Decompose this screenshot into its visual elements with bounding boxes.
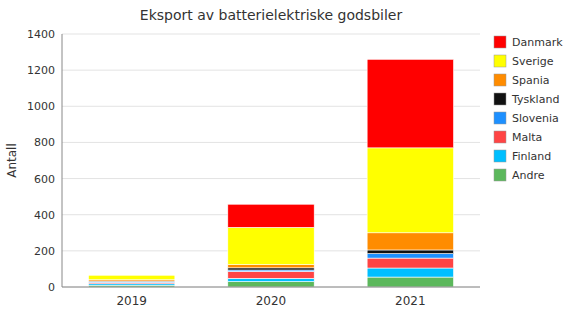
legend-swatch	[494, 93, 506, 105]
y-axis-line	[62, 34, 63, 287]
bar-segment	[88, 281, 174, 283]
legend-swatch	[494, 169, 506, 181]
grid-line	[62, 287, 480, 288]
bar-segment	[88, 281, 174, 283]
legend-swatch	[494, 55, 506, 67]
legend-label: Finland	[512, 150, 551, 163]
bar-segment	[228, 278, 314, 281]
legend-label: Danmark	[512, 36, 563, 49]
legend-label: Malta	[512, 131, 542, 144]
y-tick-label: 1400	[27, 28, 55, 41]
title: Eksport av batterielektriske godsbiler	[140, 7, 403, 23]
chart: Eksport av batterielektriske godsbiler An…	[0, 0, 580, 317]
bar-segment	[228, 204, 314, 227]
grid-line	[62, 34, 480, 35]
bar-segment	[367, 233, 453, 250]
y-tick-label: 1000	[27, 100, 55, 113]
y-tick-label: 0	[48, 281, 55, 294]
bar-segment	[367, 250, 453, 254]
y-tick-label: 200	[34, 245, 55, 258]
bar-segment	[367, 277, 453, 287]
y-tick-label: 1200	[27, 64, 55, 77]
bar-segment	[88, 275, 174, 276]
bars	[88, 59, 453, 287]
bar-segment	[228, 265, 314, 268]
y-tick-label: 800	[34, 136, 55, 149]
bar-segment	[228, 282, 314, 287]
bar-segment	[367, 258, 453, 268]
legend-label: Andre	[512, 169, 545, 182]
legend-label: Spania	[512, 74, 549, 87]
legend-swatch	[494, 150, 506, 162]
x-tick-label: 2020	[256, 294, 287, 308]
legend-label: Tyskland	[511, 93, 559, 106]
x-tick-label: 2021	[395, 294, 426, 308]
legend-label: Slovenia	[512, 112, 559, 125]
legend-swatch	[494, 131, 506, 143]
bar-segment	[88, 283, 174, 284]
bar-segment	[367, 59, 453, 148]
y-tick-label: 600	[34, 173, 55, 186]
bar-segment	[367, 268, 453, 277]
bar-segment	[88, 275, 174, 280]
x-tick-label: 2019	[116, 294, 147, 308]
y-tick-label: 400	[34, 209, 55, 222]
legend-swatch	[494, 112, 506, 124]
legend-swatch	[494, 36, 506, 48]
legend-label: Sverige	[512, 55, 554, 68]
y-axis-label: Antall	[5, 143, 19, 178]
bar-segment	[367, 148, 453, 233]
bar-segment	[228, 268, 314, 270]
x-axis-line	[62, 287, 480, 288]
legend-swatch	[494, 74, 506, 86]
bar-segment	[367, 254, 453, 259]
bar-segment	[228, 227, 314, 264]
bar-segment	[228, 271, 314, 278]
